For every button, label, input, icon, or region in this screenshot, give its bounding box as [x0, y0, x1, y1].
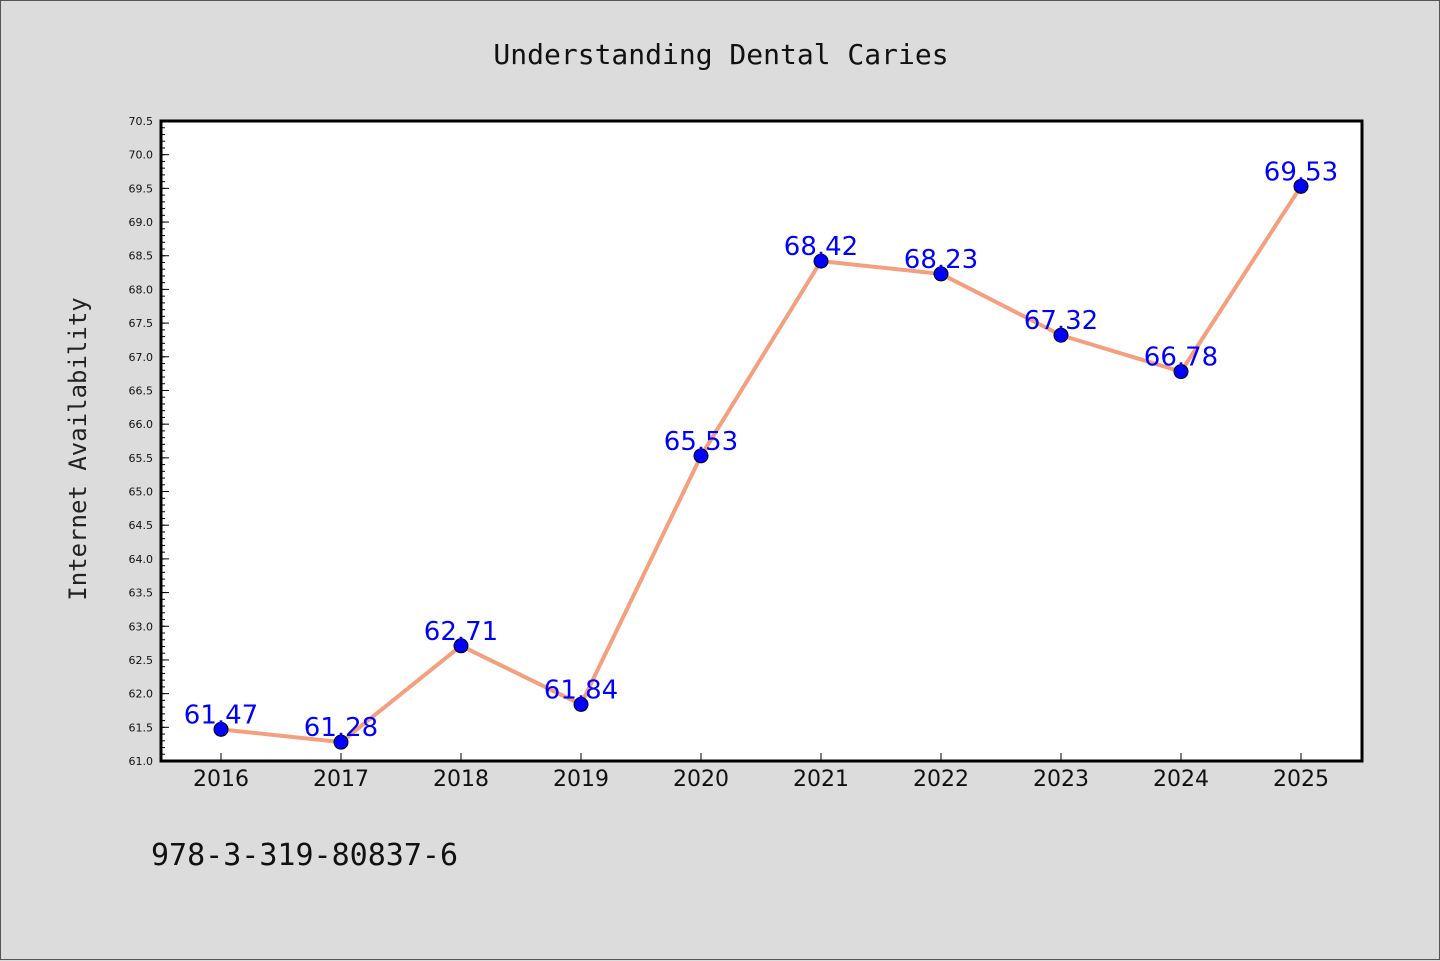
y-tick-label: 61.5 — [129, 721, 154, 734]
y-tick-label: 64.0 — [129, 553, 154, 566]
y-tick-label: 65.0 — [129, 486, 154, 499]
y-axis: 61.0 61.5 62.0 62.5 63.0 63.5 64.0 64.5 65.0 65.5… — [129, 115, 169, 768]
y-tick-label: 67.5 — [129, 317, 154, 330]
y-tick-label: 70.5 — [129, 115, 154, 128]
data-labels: 61.47 61.28 62.71 61.84 65.53 68.42 68.23 67.32… — [184, 157, 1338, 743]
y-tick-label: 64.5 — [129, 519, 154, 532]
data-point-label: 66.78 — [1144, 343, 1218, 373]
data-point-marker — [573, 696, 589, 712]
data-point-marker — [453, 638, 469, 654]
data-point-marker — [1293, 178, 1309, 194]
plot-area — [159, 119, 1364, 763]
y-tick-label: 66.0 — [129, 418, 154, 431]
data-point-label: 68.42 — [784, 232, 858, 262]
y-tick-label: 63.0 — [129, 620, 154, 633]
x-tick-label: 2018 — [433, 767, 489, 792]
data-point-label: 67.32 — [1024, 306, 1098, 336]
data-point-marker — [693, 448, 709, 464]
data-point-label: 68.23 — [904, 245, 978, 275]
data-point-marker — [933, 266, 949, 282]
data-point-label: 65.53 — [664, 427, 738, 457]
x-tick-label: 2016 — [193, 767, 249, 792]
data-point-marker — [1173, 364, 1189, 380]
data-point-marker — [813, 253, 829, 269]
data-point-marker — [213, 721, 229, 737]
y-tick-label: 65.5 — [129, 452, 154, 465]
x-tick-label: 2022 — [913, 767, 969, 792]
y-tick-label: 66.5 — [129, 384, 154, 397]
y-tick-label: 63.5 — [129, 587, 154, 600]
data-point-label: 61.47 — [184, 700, 258, 730]
data-point-marker — [1053, 327, 1069, 343]
data-point-label: 69.53 — [1264, 157, 1338, 187]
x-tick-label: 2020 — [673, 767, 729, 792]
x-axis: 2016 2017 2018 2019 2020 2021 2022 2023 2024 2025 — [193, 753, 1329, 792]
x-tick-label: 2021 — [793, 767, 849, 792]
footer-text: 978-3-319-80837-6 — [151, 838, 458, 873]
data-point-marker — [333, 734, 349, 750]
y-tick-label: 69.5 — [129, 182, 154, 195]
x-tick-label: 2025 — [1273, 767, 1329, 792]
data-point-label: 61.84 — [544, 675, 618, 705]
series-line — [220, 185, 1303, 745]
y-tick-label: 70.0 — [129, 149, 154, 162]
x-tick-label: 2024 — [1153, 767, 1209, 792]
y-tick-label: 62.0 — [129, 688, 154, 701]
x-tick-label: 2017 — [313, 767, 369, 792]
y-tick-label: 68.5 — [129, 250, 154, 263]
y-tick-label: 67.0 — [129, 351, 154, 364]
x-tick-label: 2019 — [553, 767, 609, 792]
y-tick-label: 62.5 — [129, 654, 154, 667]
x-tick-label: 2023 — [1033, 767, 1089, 792]
data-point-label: 62.71 — [424, 617, 498, 647]
y-tick-label: 61.0 — [129, 755, 154, 768]
chart-title: Understanding Dental Caries — [493, 38, 948, 71]
y-axis-label: Internet Availability — [64, 297, 92, 600]
y-tick-label: 68.0 — [129, 283, 154, 296]
data-point-label: 61.28 — [304, 713, 378, 743]
y-tick-label: 69.0 — [129, 216, 154, 229]
series — [213, 178, 1309, 750]
